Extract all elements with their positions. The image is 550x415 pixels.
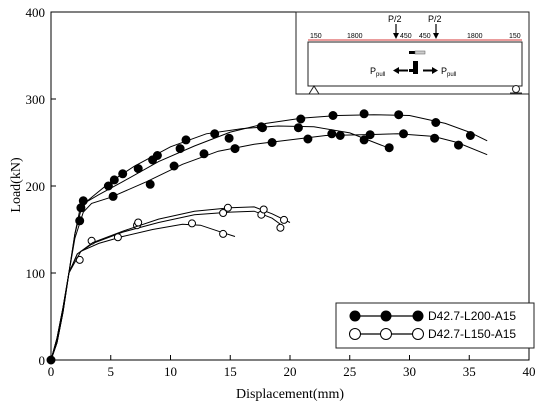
pull-arrow-left-icon xyxy=(393,67,408,74)
series-2-curve-3-line xyxy=(50,223,236,361)
series-1-point xyxy=(267,138,277,147)
series-2-point xyxy=(223,203,232,212)
legend-frame xyxy=(335,302,535,349)
inset-dim-2: 1800 xyxy=(347,33,363,40)
series-1-point xyxy=(103,181,113,191)
series-2-point xyxy=(280,215,288,224)
legend: D42.7-L200-A15 D42.7-L150-A15 xyxy=(335,302,535,349)
series-1-point xyxy=(359,109,369,119)
series-1-point xyxy=(335,131,345,140)
series-1-point xyxy=(454,140,463,150)
x-axis-title: Displacement(mm) xyxy=(236,387,344,402)
inset-pull-label-left: Ppull xyxy=(370,66,385,78)
legend-item-filled: D42.7-L200-A15 xyxy=(349,309,516,323)
pin-support-icon xyxy=(308,85,320,95)
series-1-point xyxy=(199,149,209,159)
series-1-point xyxy=(296,114,306,124)
series-1-point xyxy=(118,169,128,179)
x-tick-label: 0 xyxy=(48,364,55,379)
series-1-point xyxy=(430,133,440,143)
legend-label-open: D42.7-L150-A15 xyxy=(428,327,516,341)
y-tick-label: 300 xyxy=(26,92,46,107)
series-2-point xyxy=(219,209,228,217)
inset-load-label-right: P/2 xyxy=(428,14,442,24)
series-1-point xyxy=(108,191,118,201)
series-1-point xyxy=(256,122,266,132)
series-1-point xyxy=(327,129,337,139)
series-1-point xyxy=(181,135,191,145)
x-tick-label: 25 xyxy=(343,364,356,379)
x-tick-label: 40 xyxy=(523,364,536,379)
series-1-point xyxy=(145,179,155,189)
inset-load-label-left: P/2 xyxy=(388,14,402,24)
series-1-point xyxy=(169,161,179,171)
inset-dim-6: 150 xyxy=(509,33,521,40)
y-tick-label: 400 xyxy=(26,5,46,20)
pull-arrow-right-icon xyxy=(423,67,438,74)
load-arrow-right-icon xyxy=(433,24,439,39)
y-axis-title: Load(kN) xyxy=(9,157,24,213)
inset-dim-1: 150 xyxy=(310,33,322,40)
series-1-point xyxy=(359,135,369,145)
series-1-point xyxy=(224,133,234,143)
series-1-point xyxy=(394,110,404,120)
inset-pull-label-right: Ppull xyxy=(441,66,456,78)
inset-dim-3: 450 xyxy=(400,33,412,40)
inset-dim-5: 1800 xyxy=(467,33,483,40)
inset-anchor-center xyxy=(413,61,418,74)
x-tick-label: 15 xyxy=(224,364,237,379)
x-tick-label: 30 xyxy=(403,364,416,379)
x-tick-label: 5 xyxy=(108,364,115,379)
series-2-point xyxy=(134,218,143,227)
y-tick-label: 100 xyxy=(26,266,46,281)
series-1-point xyxy=(230,144,240,154)
legend-label-filled: D42.7-L200-A15 xyxy=(428,309,516,323)
roller-support-icon xyxy=(510,85,522,94)
series-2-point xyxy=(259,205,268,214)
beam-setup-inset: 150 1800 450 450 1800 150 P/2 P/2 xyxy=(295,11,530,95)
y-tick-label: 200 xyxy=(26,179,46,194)
series-1-point xyxy=(384,143,394,153)
series-2-point xyxy=(276,223,285,232)
inset-dim-4: 450 xyxy=(419,33,431,40)
series-1-point xyxy=(328,111,338,120)
series-2-point xyxy=(219,229,228,238)
series-2-point xyxy=(113,233,122,242)
series-1-point xyxy=(399,129,408,139)
series-1-point xyxy=(109,175,119,185)
series-2-point xyxy=(188,219,196,228)
series-1-point xyxy=(175,144,185,154)
inset-anchor-plate xyxy=(409,51,415,54)
x-tick-label: 10 xyxy=(164,364,177,379)
y-tick-label: 0 xyxy=(39,353,46,368)
load-arrow-left-icon xyxy=(393,24,399,39)
series-1-point xyxy=(303,134,313,144)
series-1-point xyxy=(431,118,441,127)
inset-anchor-lower xyxy=(409,69,415,72)
series-1-point xyxy=(293,123,303,133)
x-tick-label: 35 xyxy=(463,364,476,379)
inset-anchor-rod xyxy=(414,50,426,55)
series-1-point xyxy=(465,131,475,140)
series-1-point xyxy=(148,155,158,165)
x-tick-label: 20 xyxy=(284,364,297,379)
series-1-point xyxy=(365,130,375,140)
series-1-point xyxy=(76,203,86,213)
legend-item-open: D42.7-L150-A15 xyxy=(349,327,516,341)
